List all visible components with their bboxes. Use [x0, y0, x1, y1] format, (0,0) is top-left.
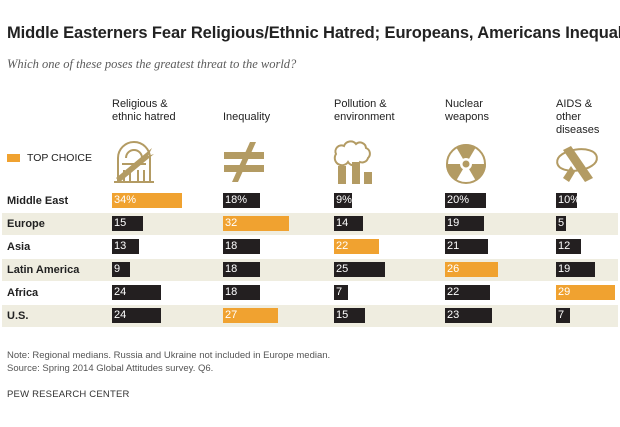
bar: [112, 216, 143, 231]
bar: [445, 262, 499, 277]
bar-value-label: 21: [447, 240, 460, 252]
chart-subtitle: Which one of these poses the greatest th…: [7, 57, 297, 71]
note-text: Note: Regional medians. Russia and Ukrai…: [7, 350, 331, 361]
bar: [334, 285, 349, 300]
bar-value-label: 18: [225, 240, 238, 252]
nuclear-icon: [445, 144, 487, 184]
bar-value-label: 32: [225, 217, 238, 229]
bar-value-label: 29: [558, 286, 571, 298]
bar: [445, 216, 484, 231]
bar-value-label: 23: [447, 309, 460, 321]
bar: [556, 285, 616, 300]
bar: [556, 193, 577, 208]
row-label: Latin America: [7, 264, 80, 276]
bar-value-label: 10%: [558, 194, 581, 206]
row-label: Asia: [7, 241, 31, 253]
bar: [556, 262, 595, 277]
bar-value-label: 24: [114, 286, 127, 298]
column-label-line1: Nuclear: [445, 98, 483, 110]
bar: [334, 308, 365, 323]
bar: [556, 216, 567, 231]
column-label-line2: diseases: [556, 124, 600, 136]
bar: [223, 216, 289, 231]
bar: [334, 216, 363, 231]
bar: [556, 239, 581, 254]
column-label-inequality: Inequality: [223, 98, 270, 124]
bar-value-label: 15: [114, 217, 127, 229]
bar: [334, 193, 353, 208]
bar-value-label: 34%: [114, 194, 137, 206]
bar-value-label: 12: [558, 240, 571, 252]
bar-value-label: 15: [336, 309, 349, 321]
bar-value-label: 20%: [447, 194, 470, 206]
source-text: Source: Spring 2014 Global Attitudes sur…: [7, 363, 214, 374]
bar: [445, 239, 489, 254]
column-label-line2: weapons: [445, 111, 490, 123]
aids-ribbon-icon: [556, 146, 598, 182]
bar-value-label: 27: [225, 309, 238, 321]
bar: [223, 239, 260, 254]
bar: [223, 193, 260, 208]
bar-value-label: 26: [447, 263, 460, 275]
bar: [112, 308, 162, 323]
row-label: Middle East: [7, 195, 69, 207]
bar: [334, 239, 380, 254]
bar-value-label: 14: [336, 217, 349, 229]
column-label-line1: [223, 98, 270, 111]
bar-value-label: 7: [336, 286, 343, 298]
inequality-icon: [224, 142, 264, 182]
bar-value-label: 5: [558, 217, 565, 229]
bar-value-label: 18%: [225, 194, 248, 206]
bar: [112, 262, 131, 277]
bar-value-label: 24: [114, 309, 127, 321]
column-label-line1: Pollution &: [334, 98, 387, 110]
column-label-aids: AIDS & other diseases: [556, 98, 620, 137]
bar-value-label: 9%: [336, 194, 352, 206]
column-label-pollution: Pollution & environment: [334, 98, 395, 124]
row-band: [2, 305, 618, 327]
bar: [112, 285, 162, 300]
bar: [445, 193, 486, 208]
row-label: U.S.: [7, 310, 29, 322]
pollution-icon: [333, 140, 372, 184]
bar-value-label: 18: [225, 286, 238, 298]
column-label-line1: AIDS & other: [556, 98, 593, 123]
column-label-nuclear: Nuclear weapons: [445, 98, 489, 124]
bar-value-label: 13: [114, 240, 127, 252]
row-label: Europe: [7, 218, 45, 230]
bar-value-label: 22: [336, 240, 349, 252]
row-band: [2, 213, 618, 235]
bar-value-label: 18: [225, 263, 238, 275]
column-label-religious: Religious & ethnic hatred: [112, 98, 176, 124]
bar: [445, 285, 491, 300]
bar: [223, 285, 260, 300]
bar-value-label: 19: [558, 263, 571, 275]
chart-title: Middle Easterners Fear Religious/Ethnic …: [7, 24, 620, 42]
column-label-line2: environment: [334, 111, 395, 123]
religious-hatred-icon: [114, 141, 154, 183]
bar-value-label: 22: [447, 286, 460, 298]
bar: [556, 308, 571, 323]
legend: TOP CHOICE: [7, 152, 92, 164]
bar: [223, 262, 260, 277]
row-label: Africa: [7, 287, 39, 299]
bar-value-label: 19: [447, 217, 460, 229]
legend-swatch: [7, 154, 20, 162]
source-organization: PEW RESEARCH CENTER: [7, 389, 130, 400]
bar: [223, 308, 279, 323]
bar-value-label: 9: [114, 263, 121, 275]
bar-value-label: 7: [558, 309, 565, 321]
column-label-line2: Inequality: [223, 111, 271, 123]
bar: [445, 308, 493, 323]
column-label-line2: ethnic hatred: [112, 111, 176, 123]
row-band: [2, 259, 618, 281]
bar: [112, 239, 139, 254]
bar-value-label: 25: [336, 263, 349, 275]
bar: [334, 262, 386, 277]
column-label-line1: Religious &: [112, 98, 168, 110]
legend-label: TOP CHOICE: [27, 152, 92, 164]
bar: [112, 193, 182, 208]
